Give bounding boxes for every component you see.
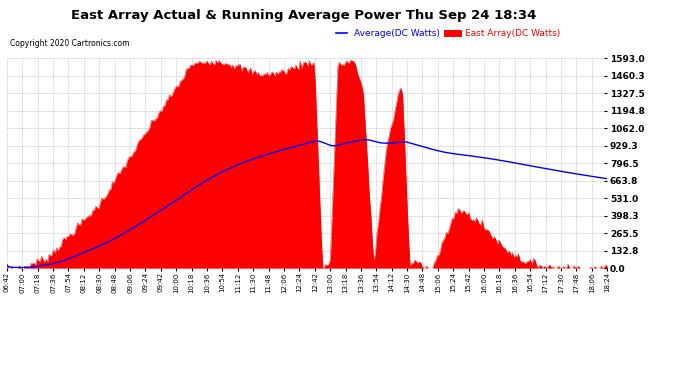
Legend: Average(DC Watts), East Array(DC Watts): Average(DC Watts), East Array(DC Watts) <box>333 25 564 41</box>
Text: Copyright 2020 Cartronics.com: Copyright 2020 Cartronics.com <box>10 39 130 48</box>
Text: East Array Actual & Running Average Power Thu Sep 24 18:34: East Array Actual & Running Average Powe… <box>71 9 536 22</box>
